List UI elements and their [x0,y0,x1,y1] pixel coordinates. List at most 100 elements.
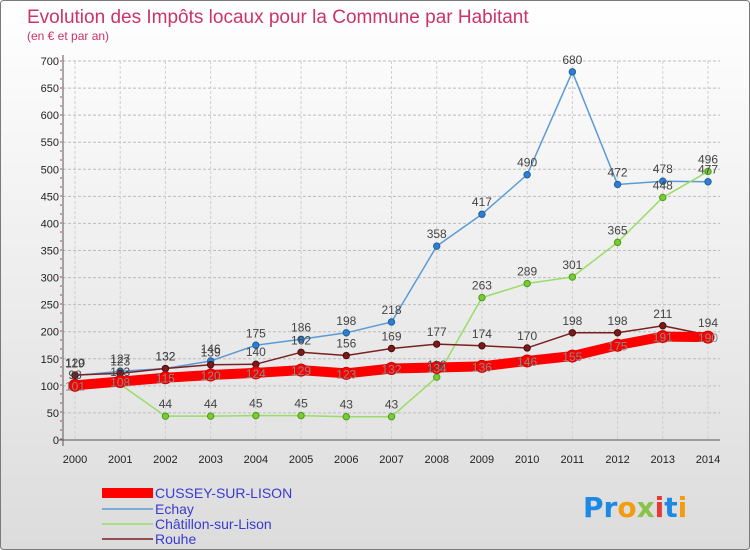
data-point-chatillon-sur-lison [478,293,486,302]
data-point-echay [297,335,305,343]
data-point-rouhe [433,340,441,348]
data-label-cussey-sur-lison: 134 [427,361,447,375]
x-tick-label: 2012 [605,454,629,466]
y-tick-label: 100 [41,381,59,393]
data-label-cussey-sur-lison: 155 [562,350,582,364]
chart-subtitle: (en € et par an) [27,29,109,43]
data-point-cussey-sur-lison [68,378,82,392]
data-point-rouhe [523,344,531,352]
data-point-rouhe [568,329,577,337]
data-point-cussey-sur-lison [611,338,625,352]
data-label-chatillon-sur-lison: 98 [68,368,82,382]
y-tick-label: 700 [41,56,59,68]
data-label-echay: 218 [381,303,401,317]
data-point-rouhe [659,322,667,330]
data-point-cussey-sur-lison [430,360,444,374]
x-tick-label: 2013 [651,454,675,466]
data-label-cussey-sur-lison: 123 [336,367,356,381]
data-point-echay [659,177,667,185]
data-point-cussey-sur-lison [385,362,398,376]
x-tick-label: 2005 [289,454,313,466]
data-point-cussey-sur-lison [158,371,172,385]
point-labels: 119 127 132 146 175 186 198 218 358 417 490 680 472 4… [65,53,718,412]
data-label-echay: 186 [291,320,311,334]
data-label-cussey-sur-lison: 108 [110,376,130,390]
data-point-rouhe [387,344,396,353]
y-tick-label: 400 [41,218,59,230]
data-point-rouhe [71,371,79,379]
y-tick-label: 500 [41,164,59,176]
data-label-rouhe: 194 [698,316,718,330]
data-label-cussey-sur-lison: 175 [608,339,628,353]
data-label-echay: 119 [65,357,84,371]
x-tick-label: 2007 [379,454,403,466]
x-tick-label: 2008 [424,454,448,466]
data-label-cussey-sur-lison: 146 [517,355,537,369]
y-tick-label: 50 [47,408,59,420]
data-label-echay: 146 [201,342,221,356]
data-label-cussey-sur-lison: 132 [381,363,401,377]
x-tick-label: 2010 [515,454,539,466]
x-tick-label: 2003 [198,454,222,466]
legend: CUSSEY-SUR-LISONEchayChâtillon-sur-Lison… [102,485,292,547]
data-point-cussey-sur-lison [294,363,308,377]
data-point-chatillon-sur-lison [206,412,215,420]
data-label-rouhe: 211 [653,307,672,321]
legend-label-chatillon-sur-lison: Châtillon-sur-Lison [155,516,272,532]
y-tick-label: 0 [53,435,59,447]
data-label-chatillon-sur-lison: 289 [517,265,537,279]
data-point-rouhe [613,329,622,337]
data-label-chatillon-sur-lison: 365 [608,223,628,237]
data-label-chatillon-sur-lison: 43 [340,398,354,412]
data-point-cussey-sur-lison [204,368,218,382]
data-label-cussey-sur-lison: 101 [65,379,85,393]
data-label-rouhe: 132 [155,350,175,364]
data-point-chatillon-sur-lison [387,413,396,421]
data-label-rouhe: 198 [562,314,582,328]
x-tick-label: 2011 [561,454,585,466]
data-label-rouhe: 140 [246,345,266,359]
data-label-rouhe: 169 [381,329,401,343]
data-label-rouhe: 177 [427,325,447,339]
data-label-cussey-sur-lison: 115 [156,372,175,386]
data-point-chatillon-sur-lison [252,411,260,420]
data-point-echay [433,242,441,250]
data-point-cussey-sur-lison [339,366,353,380]
x-tick-label: 2001 [108,454,132,466]
x-tick-label: 2004 [244,454,268,466]
data-label-echay: 490 [517,156,537,170]
data-point-chatillon-sur-lison [568,273,577,281]
data-label-echay: 175 [246,326,266,340]
data-label-cussey-sur-lison: 120 [201,369,221,383]
data-point-cussey-sur-lison [701,330,715,344]
data-label-rouhe: 123 [110,354,130,368]
data-label-echay: 477 [698,163,718,177]
proxiti-logo: Proxiti [583,491,687,524]
x-tick-label: 2009 [470,454,494,466]
y-tick-label: 550 [41,137,59,149]
data-label-rouhe: 198 [608,314,628,328]
y-tick-label: 300 [41,273,59,285]
data-label-cussey-sur-lison: 129 [291,364,311,378]
data-point-rouhe [206,361,215,369]
data-label-echay: 132 [155,350,175,364]
data-label-rouhe: 170 [517,329,537,343]
data-point-rouhe [297,348,305,356]
data-label-echay: 358 [427,227,447,241]
x-tick-label: 2000 [63,454,87,466]
data-point-echay [342,329,350,337]
data-point-echay [387,318,396,326]
data-point-cussey-sur-lison [565,349,579,363]
data-point-echay [478,210,486,218]
data-point-echay [704,178,712,186]
x-tick-label: 2006 [334,454,358,466]
data-point-echay [252,341,260,349]
x-tick-label: 2014 [696,454,720,466]
data-label-chatillon-sur-lison: 44 [159,397,173,411]
legend-label-echay: Echay [155,501,194,517]
data-point-chatillon-sur-lison [297,411,305,420]
data-point-cussey-sur-lison [656,330,670,344]
data-label-echay: 472 [608,165,628,179]
data-label-cussey-sur-lison: 136 [472,360,492,374]
